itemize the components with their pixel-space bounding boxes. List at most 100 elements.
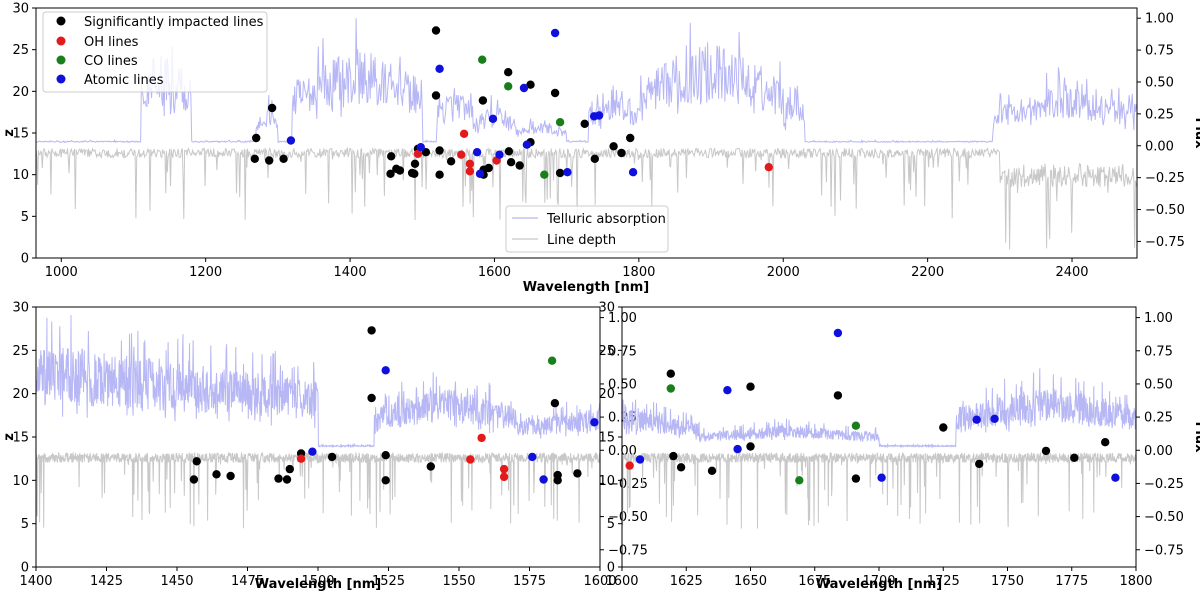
x-tick-label: 1550 [442,574,475,589]
point-significant [381,476,390,485]
point-significant [226,471,235,481]
point-atomic [308,447,317,456]
x-tick-label: 1650 [734,574,767,589]
y-tick-label: 15 [12,431,29,446]
x-tick-label: 1400 [334,265,367,280]
point-atomic [539,475,548,484]
point-significant [431,26,441,35]
legend-label-significant: Significantly impacted lines [84,15,264,30]
panel-full-range: 1000 1200 1400 1600 1800 2000 2200 2400 0 5 10 15 2… [2,2,1200,296]
point-significant [367,326,376,335]
y-tick-label: 15 [12,127,29,142]
x-tick-label: 1200 [189,265,222,280]
point-oh [296,454,306,463]
y-tick-label: 30 [12,2,29,17]
point-significant [506,158,516,167]
point-co [478,55,487,64]
point-significant [279,154,288,163]
scatter-points [189,326,599,485]
point-oh [477,433,486,443]
point-significant [285,464,294,474]
point-oh [465,159,475,168]
y-tick-label: 30 [598,301,615,316]
point-co [540,170,549,179]
x-tick-label: 1400 [19,574,52,589]
legend-marker-atomic [56,74,66,84]
point-significant [553,470,562,480]
legend-box [42,11,268,93]
point-atomic [733,444,742,454]
y-tick-label: 10 [12,168,29,183]
point-significant [580,119,589,128]
right-y-tick-label: 0.25 [1145,107,1174,122]
point-significant [478,96,488,105]
point-significant [573,469,582,478]
y-tick-label: 0 [21,561,29,576]
point-atomic [990,414,999,423]
x-tick-label: 1600 [605,574,638,589]
right-y-tick-label: −0.25 [1145,171,1185,186]
point-significant [282,475,292,484]
right-y-tick-label: −0.75 [1144,543,1184,558]
x-tick-label: 1575 [513,574,546,589]
y-axis-label: z [2,129,17,137]
x-tick-label: 1775 [1055,574,1088,589]
legend-label-atomic: Atomic lines [84,73,164,88]
x-tick-label: 1525 [372,574,405,589]
right-y-tick-label: 0.75 [1144,344,1173,359]
legend-box [505,205,669,253]
point-atomic [972,415,981,424]
legend-marker-significant [56,16,66,26]
right-y-tick-label: 0.50 [1144,377,1173,392]
right-y-tick-label: −0.25 [1144,477,1184,492]
legend-label-telluric: Telluric absorption [546,212,666,227]
point-significant [515,161,524,170]
point-co [666,384,675,393]
point-atomic [286,136,296,145]
line-depth-curve [36,451,600,529]
y-tick-label: 10 [12,474,29,489]
point-significant [435,170,444,179]
point-significant [617,148,626,158]
point-significant [274,474,283,483]
scatter-points [250,26,773,179]
point-significant [626,133,635,143]
point-atomic [590,418,599,427]
y-axis-label: z [2,433,17,441]
point-significant [1101,438,1110,447]
point-significant [387,152,396,161]
point-significant [446,157,456,166]
point-atomic [472,148,482,157]
x-tick-label: 2200 [911,265,944,280]
point-significant [386,169,395,178]
point-significant [1070,453,1079,462]
point-significant [267,103,277,113]
point-significant [327,452,337,462]
panel-zoom-1400-1600: 1400 1425 1450 1475 1500 1525 1550 1575 1600 051… [2,301,648,593]
line-depth-curve [622,451,1136,529]
point-significant [381,451,390,460]
point-significant [192,457,201,466]
point-significant [212,470,221,479]
point-significant [669,451,678,461]
y-ticks: 0 5 10 15 20 25 30 [598,301,622,576]
point-significant [410,169,419,178]
point-significant [250,154,259,163]
point-significant [707,466,717,475]
x-tick-label: 1600 [583,574,616,589]
x-tick-label: 1425 [90,574,123,589]
point-atomic [1111,473,1120,482]
y-ticks: 0 5 10 15 20 25 30 [12,2,36,267]
point-co [504,82,513,91]
point-significant [504,68,513,77]
point-atomic [416,143,425,152]
right-y-tick-label: −0.50 [608,510,648,525]
point-significant [504,147,514,156]
x-tick-label: 2000 [767,265,800,280]
point-oh [459,129,469,138]
legend-marker-oh [56,36,66,46]
x-tick-label: 1000 [45,265,78,280]
x-tick-label: 1700 [862,574,895,589]
y-tick-label: 20 [12,85,29,100]
